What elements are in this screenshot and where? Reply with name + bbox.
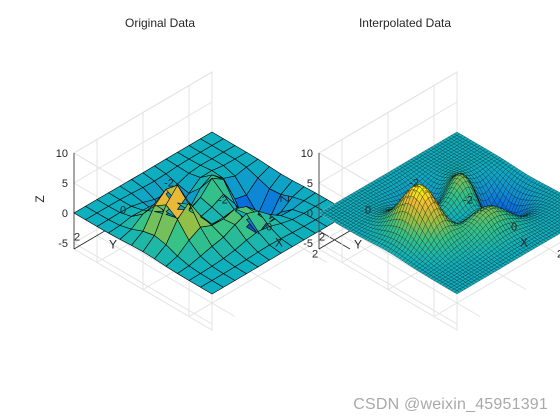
y-tick-label: 0 xyxy=(365,205,371,217)
x-tick-label: 0 xyxy=(266,222,272,234)
x-tick-label: 0 xyxy=(511,222,517,234)
z-tick-label: 5 xyxy=(62,178,68,190)
z-tick-label: 10 xyxy=(301,148,313,160)
z-axis-label: Z xyxy=(278,195,292,202)
surface-patch xyxy=(557,196,560,200)
x-tick-label: 2 xyxy=(312,249,318,261)
z-tick-label: 0 xyxy=(307,208,313,220)
x-tick-label: -2 xyxy=(218,195,228,207)
surface-patch xyxy=(557,223,560,227)
surface-patch xyxy=(557,219,560,223)
surface-patch xyxy=(557,203,560,207)
x-tick-label: -2 xyxy=(463,195,473,207)
z-axis-label: Z xyxy=(33,195,47,202)
y-tick-label: -2 xyxy=(409,178,419,190)
surface-patch xyxy=(557,226,560,230)
surface-patch xyxy=(557,209,560,213)
surface-patch xyxy=(557,206,560,210)
watermark: CSDN @weixin_45951391 xyxy=(353,396,548,413)
surface-patch xyxy=(557,229,560,234)
y-tick-label: 2 xyxy=(319,232,325,244)
y-tick-label: 2 xyxy=(74,232,80,244)
surface-patch xyxy=(557,213,560,217)
surface-patch xyxy=(557,199,560,203)
x-axis-label: X xyxy=(275,236,283,250)
surface xyxy=(73,131,351,295)
y-floor-gridline xyxy=(96,235,236,317)
x-axis-label: X xyxy=(520,236,528,250)
y-tick-label: -2 xyxy=(164,178,174,190)
z-tick-label: -5 xyxy=(58,238,68,250)
y-axis-label: Y xyxy=(109,238,117,252)
x-tick-label: 2 xyxy=(557,249,560,261)
y-tick-label: 0 xyxy=(120,205,126,217)
z-tick-label: 0 xyxy=(62,208,68,220)
chart-title: Interpolated Data xyxy=(359,16,451,30)
z-tick-label: -5 xyxy=(303,238,313,250)
surface-patch xyxy=(557,216,560,220)
z-tick-label: 5 xyxy=(307,178,313,190)
chart-title: Original Data xyxy=(125,16,195,30)
y-axis-label: Y xyxy=(354,238,362,252)
surface-patch xyxy=(557,193,560,197)
y-floor-gridline xyxy=(341,235,481,317)
z-tick-label: 10 xyxy=(56,148,68,160)
surface xyxy=(318,131,560,295)
